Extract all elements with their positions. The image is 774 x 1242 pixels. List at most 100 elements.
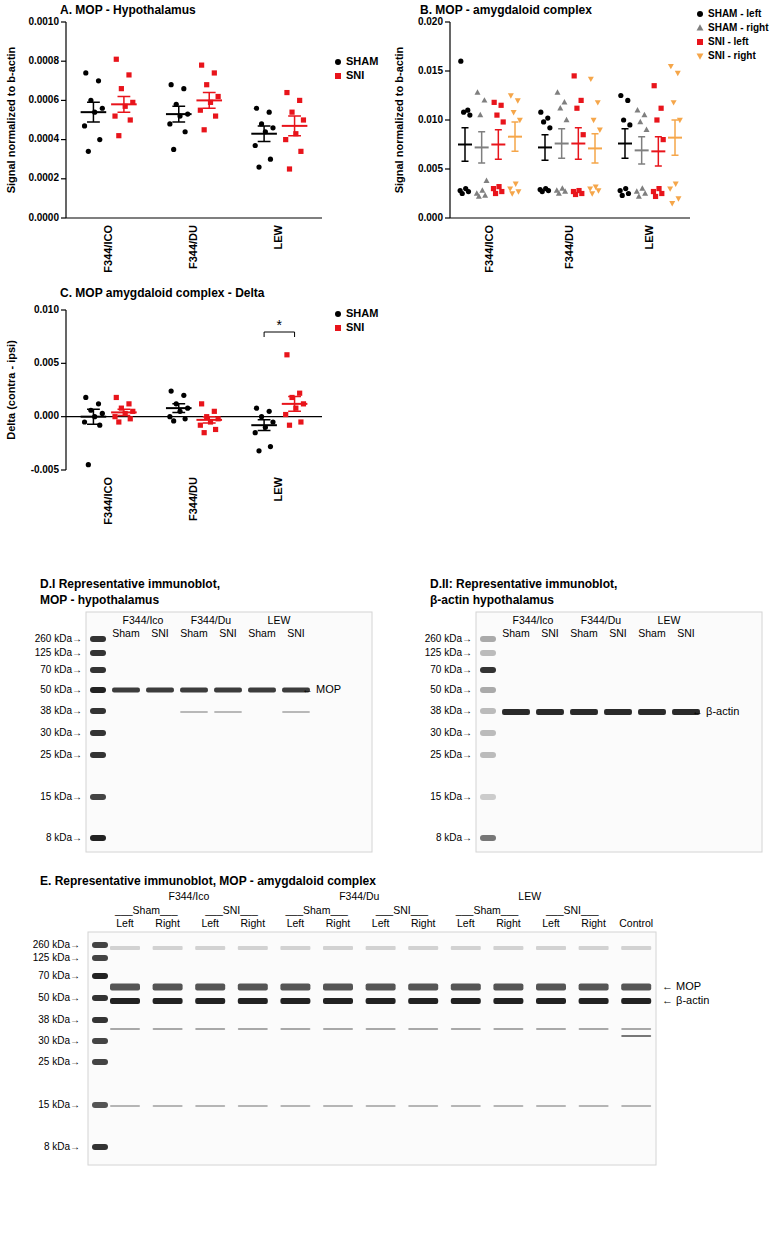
data-point xyxy=(588,77,594,82)
ladder-band xyxy=(90,708,106,714)
error-bar xyxy=(172,106,185,122)
side-header: Right xyxy=(326,917,351,929)
data-point xyxy=(253,430,258,435)
condition-header: SNI xyxy=(287,627,305,639)
ladder-label: 25 kDa→ xyxy=(38,1056,80,1067)
category-label: F344/DU xyxy=(187,477,199,521)
data-point xyxy=(675,71,681,76)
protein-band xyxy=(110,984,140,991)
protein-band xyxy=(195,998,225,1004)
protein-band xyxy=(238,998,268,1004)
data-point xyxy=(128,416,133,421)
data-point xyxy=(169,82,174,87)
error-bar xyxy=(462,128,469,161)
data-point xyxy=(634,188,640,193)
protein-band xyxy=(604,709,632,715)
data-point xyxy=(659,106,664,111)
data-point xyxy=(126,72,131,77)
faint-band xyxy=(451,1105,481,1107)
data-point xyxy=(540,189,545,194)
faint-band xyxy=(323,946,353,950)
faint-band xyxy=(153,1105,183,1107)
y-tick xyxy=(61,21,66,22)
condition-header: ___Sham___ xyxy=(284,904,348,916)
data-point xyxy=(597,128,603,133)
faint-band xyxy=(366,1105,396,1107)
data-point xyxy=(644,127,650,132)
data-point xyxy=(204,82,209,87)
legend-marker xyxy=(335,325,341,331)
side-header: Left xyxy=(287,917,305,929)
y-tick-label: 0.005 xyxy=(34,357,59,368)
ladder-band xyxy=(90,794,106,800)
faint-band xyxy=(536,946,566,950)
y-tick-label: 0.0008 xyxy=(28,55,59,66)
blot-title: D.I Representative immunoblot, xyxy=(40,577,220,591)
data-point xyxy=(181,86,186,91)
data-point xyxy=(283,412,288,417)
ladder-band xyxy=(90,752,106,758)
group-header: F344/Ico xyxy=(513,614,554,626)
data-point xyxy=(651,189,656,194)
ladder-band xyxy=(480,636,496,642)
data-point xyxy=(671,100,677,105)
faint-band xyxy=(451,1028,481,1030)
data-point xyxy=(491,186,496,191)
group-header: F344/Ico xyxy=(168,890,209,902)
data-point xyxy=(270,419,275,424)
protein-band xyxy=(621,998,651,1004)
ladder-band xyxy=(480,708,496,714)
data-point xyxy=(595,100,601,105)
side-header: Right xyxy=(241,917,266,929)
ladder-band xyxy=(92,955,108,961)
category-label: F344/DU xyxy=(563,225,575,269)
condition-header: SNI xyxy=(151,627,169,639)
ladder-band xyxy=(92,1059,108,1065)
data-point xyxy=(96,78,101,83)
ladder-label: 38 kDa→ xyxy=(430,705,472,716)
data-point xyxy=(499,103,504,108)
category-label: F344/ICO xyxy=(102,225,114,273)
immunoblot: D.I Representative immunoblot,MOP - hypo… xyxy=(35,577,372,852)
faint-band xyxy=(536,1105,566,1107)
y-tick xyxy=(61,139,66,140)
data-point xyxy=(289,110,294,115)
data-layer xyxy=(81,352,308,467)
faint-band xyxy=(579,1105,609,1107)
faint-band xyxy=(195,1105,225,1107)
group-header: LEW xyxy=(268,614,291,626)
protein-band xyxy=(323,984,353,991)
data-point xyxy=(169,388,174,393)
legend-marker xyxy=(697,24,704,30)
legend-marker xyxy=(697,53,704,59)
data-point xyxy=(267,110,272,115)
data-point xyxy=(501,119,506,124)
data-point xyxy=(253,143,258,148)
data-point xyxy=(507,186,513,191)
band-label: ← MOP xyxy=(662,980,701,992)
data-point xyxy=(484,178,490,183)
x-axis xyxy=(66,217,322,218)
data-point xyxy=(114,57,119,62)
data-point xyxy=(623,186,628,191)
legend-label: SHAM xyxy=(346,307,378,319)
legend-marker xyxy=(335,59,341,65)
data-point xyxy=(128,117,133,122)
chart-panel: A. MOP - HypothalamusSignal normalized t… xyxy=(5,3,378,273)
x-axis xyxy=(450,217,690,218)
ladder-label: 25 kDa→ xyxy=(40,749,82,760)
group-header: F344/Du xyxy=(339,890,379,902)
faint-band xyxy=(110,1028,140,1030)
ladder-band xyxy=(92,995,108,1001)
condition-header: SNI xyxy=(219,627,237,639)
faint-band xyxy=(110,1105,140,1107)
data-point xyxy=(287,166,292,171)
error-bar xyxy=(655,137,662,166)
ladder-band xyxy=(90,835,106,841)
data-point xyxy=(126,401,131,406)
faint-band xyxy=(153,946,183,950)
data-layer xyxy=(458,59,683,207)
faint-band xyxy=(214,711,242,713)
data-point xyxy=(589,191,595,196)
ladder-label: 50 kDa→ xyxy=(40,684,82,695)
